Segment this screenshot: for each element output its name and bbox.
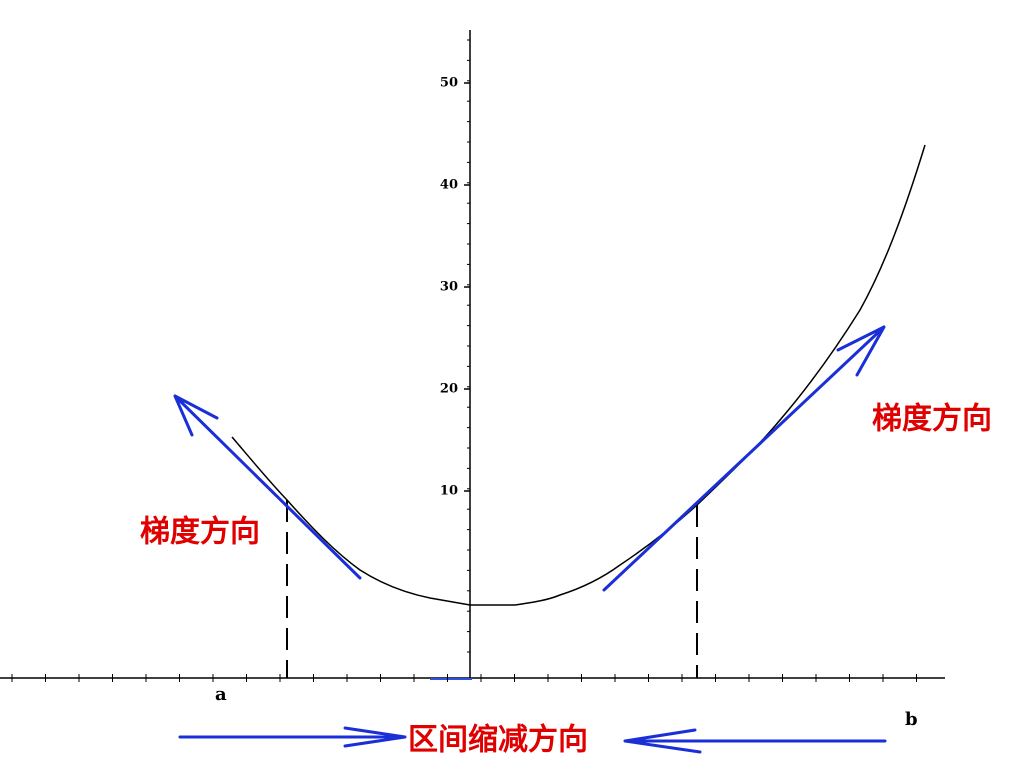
arrows (173, 325, 887, 754)
y-tick-label: 40 (440, 178, 458, 193)
axes (0, 30, 945, 680)
y-tick-label: 50 (440, 76, 458, 91)
gradient-label: 梯度方向 (140, 515, 260, 550)
y-tick-label: 10 (440, 484, 458, 499)
interval-arrow-right (178, 726, 407, 748)
right-gradient-arrow (602, 325, 886, 592)
gradient-label: 梯度方向 (872, 402, 992, 437)
interval-arrow-left (623, 728, 887, 754)
left-gradient-arrow (173, 394, 362, 580)
interval-label: 区间缩减方向 (408, 723, 588, 758)
y-tick-label: 30 (440, 280, 458, 295)
dashed-lines (286, 500, 698, 678)
point-label: b (905, 709, 918, 730)
point-label: a (215, 684, 227, 705)
x-minor-ticks (11, 39, 917, 682)
y-tick-label: 20 (440, 382, 458, 397)
curve (231, 144, 926, 606)
